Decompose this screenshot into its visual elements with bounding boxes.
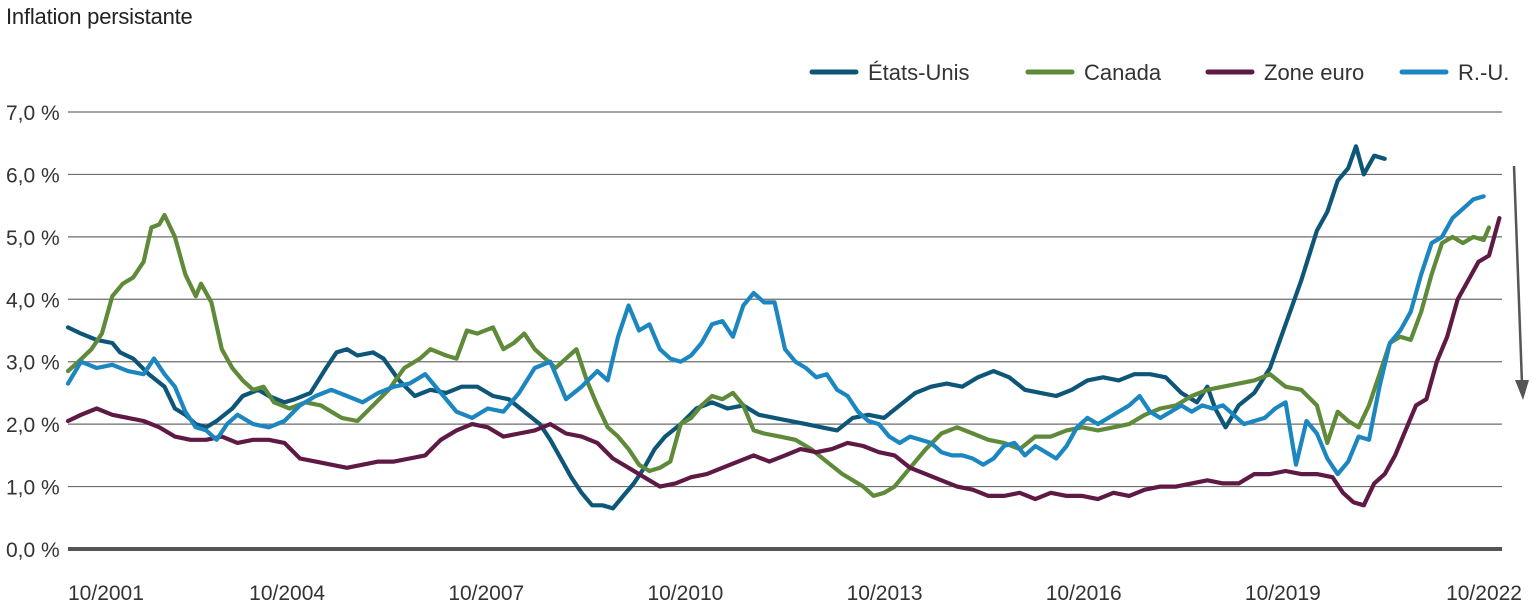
x-tick-label: 10/2022 (1446, 582, 1522, 605)
legend-label: Canada (1084, 60, 1162, 85)
y-tick-label: 4,0 % (6, 289, 60, 312)
legend-label: R.-U. (1458, 60, 1509, 85)
y-tick-label: 6,0 % (6, 164, 60, 187)
x-tick-label: 10/2007 (448, 582, 524, 605)
legend: États-Unis Canada Zone euro R.-U. (809, 60, 1509, 85)
legend-label: États-Unis (868, 60, 969, 85)
y-tick-label: 0,0 % (6, 539, 60, 562)
x-tick-label: 10/2004 (249, 582, 325, 605)
y-tick-label: 3,0 % (6, 352, 60, 375)
x-tick-label: 10/2013 (847, 582, 923, 605)
y-tick-label: 1,0 % (6, 477, 60, 500)
trend-arrow-head (1515, 380, 1529, 400)
x-tick-label: 10/2016 (1046, 582, 1122, 605)
axes: 0,0 % 1,0 % 2,0 % 3,0 % 4,0 % 5,0 % 6,0 % 7,0 %… (6, 102, 1522, 605)
x-tick-label: 10/2001 (68, 582, 144, 605)
chart-title: Inflation persistante (6, 4, 193, 29)
series-line (65, 216, 1502, 508)
trend-arrow-shaft (1512, 165, 1524, 385)
series-line (65, 212, 1492, 498)
y-tick-label: 2,0 % (6, 414, 60, 437)
series-lines (65, 144, 1502, 511)
series-line (65, 194, 1486, 477)
x-tick-label: 10/2019 (1245, 582, 1321, 605)
legend-label: Zone euro (1264, 60, 1364, 85)
gridlines (68, 111, 1502, 551)
y-tick-label: 5,0 % (6, 227, 60, 250)
x-tick-label: 10/2010 (647, 582, 723, 605)
trend-arrow (1512, 165, 1529, 400)
y-tick-label: 7,0 % (6, 102, 60, 125)
